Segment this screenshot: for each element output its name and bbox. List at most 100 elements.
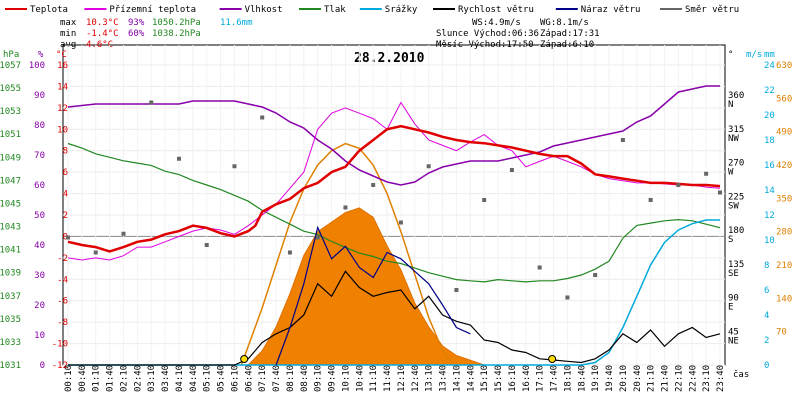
x-tick: 11:40 [383,365,393,392]
pct-tick: 80 [34,121,45,131]
temp-tick: -12 [52,361,68,371]
wind-direction-mark [398,220,403,225]
dir-tick: 360 [728,91,744,101]
min-hum: 60% [128,29,145,39]
wind-direction-mark [426,164,431,169]
dir-tick: SW [728,201,739,211]
rad-tick: 350 [776,194,792,204]
hpa-tick: 1041 [0,246,21,256]
pct-tick: 60 [34,181,45,191]
wind-direction-mark [565,295,570,300]
x-tick: 03:40 [161,365,171,392]
x-tick: 19:40 [605,365,615,392]
x-tick: 03:10 [147,365,157,392]
hpa-tick: 1033 [0,338,21,348]
temp-tick: -8 [57,318,68,328]
wind-direction-mark [176,156,181,161]
unit-c_unit: °C [56,50,67,60]
hpa-tick: 1037 [0,292,21,302]
x-tick: 10:40 [355,365,365,392]
temp-tick: -4 [57,275,68,285]
x-tick: 18:40 [577,365,587,392]
wind-direction-mark [260,115,265,120]
x-tick: 04:10 [175,365,185,392]
ms-tick: 22 [764,86,775,96]
x-tick: 01:10 [92,365,102,392]
x-tick: 10:10 [341,365,351,392]
x-tick: 16:40 [522,365,532,392]
pct-tick: 20 [34,301,45,311]
chart-title: 28.2.2010 [354,51,425,66]
x-tick: 18:10 [563,365,573,392]
ms-tick: 14 [764,186,775,196]
x-tick: 09:10 [314,365,324,392]
rad-tick: 210 [776,261,792,271]
x-tick: 14:10 [452,365,462,392]
legend-label-1: Přízemní teplota [109,5,196,15]
ms-tick: 2 [764,336,769,346]
axes: 1057105510531051104910471045104310411039… [0,50,792,392]
x-tick: 20:40 [633,365,643,392]
x-tick: 02:10 [119,365,129,392]
rad-tick: 630 [776,61,792,71]
sunset-info: Západ:17:31 [540,29,600,39]
max-temp: 10.3°C [86,18,119,28]
pct-tick: 70 [34,151,45,161]
wind-direction-mark [676,183,681,187]
wind-direction-mark [454,288,459,292]
pct-tick: 30 [34,271,45,281]
max-label: max [60,18,77,28]
dir-tick: 135 [728,260,744,270]
hpa-tick: 1051 [0,130,21,140]
unit-deg_unit: ° [728,50,733,60]
wind-speed-line [68,270,721,366]
ground-temperature-line [67,101,721,261]
legend-label-4: Srážky [385,5,418,15]
hpa-tick: 1047 [0,176,21,186]
sunset-marker [548,355,557,363]
ms-tick: 16 [764,161,775,171]
dir-tick: NW [728,134,739,144]
temp-tick: 16 [57,61,68,71]
dir-tick: E [728,303,733,313]
wind-direction-mark [509,168,514,172]
x-tick: 05:10 [203,365,213,392]
hpa-tick: 1045 [0,199,21,209]
max-rain: 11.6mm [220,18,253,28]
temp-tick: 10 [57,125,68,135]
unit-hpa_unit: hPa [3,50,19,60]
rad-tick: 560 [776,94,792,104]
temp-tick: 12 [57,104,68,114]
wg-info: WG:8.1m/s [540,18,589,28]
min-press: 1038.2hPa [152,29,201,39]
temp-tick: 8 [63,147,68,157]
x-tick: 12:10 [397,365,407,392]
max-press: 1050.2hPa [152,18,201,28]
dir-tick: 90 [728,294,739,304]
dir-tick: SE [728,269,739,279]
wind-direction-mark [287,250,292,255]
x-tick: 08:10 [286,365,296,392]
ms-tick: 20 [764,111,775,121]
x-tick: 06:40 [244,365,254,392]
unit-pct_unit: % [38,50,44,60]
rad-tick: 420 [776,161,792,171]
wind-direction-mark [593,273,598,277]
pct-tick: 40 [34,241,45,251]
x-tick: 23:40 [716,365,726,392]
wind-direction-mark [93,250,98,255]
x-tick: 07:40 [272,365,282,392]
avg-temp: 4.6°C [86,40,113,50]
ms-tick: 12 [764,211,775,221]
ms-tick: 18 [764,136,775,146]
hpa-tick: 1057 [0,61,21,71]
wind-gust-line [275,225,471,366]
pressure-line [67,142,721,283]
wind-direction-mark [718,190,722,195]
wind-direction-mark [149,100,154,105]
legend-label-2: Vlhkost [245,5,283,15]
dir-tick: 180 [728,226,744,236]
temp-tick: -2 [57,254,68,264]
x-tick: 00:10 [64,365,74,392]
